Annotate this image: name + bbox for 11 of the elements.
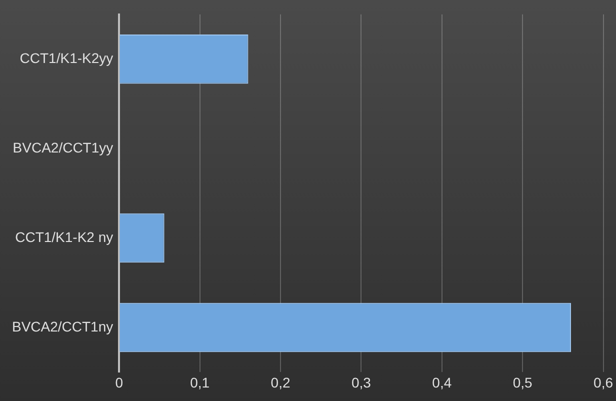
y-tick-label: BVCA2/CCT1yy [12, 139, 114, 156]
y-tick-label: CCT1/K1-K2yy [20, 50, 114, 66]
x-tick-label: 0,4 [432, 374, 452, 390]
x-tick-label: 0 [115, 374, 124, 390]
x-tick-label: 0,3 [351, 374, 372, 390]
x-tick-label: 0,5 [512, 374, 533, 390]
y-tick-label: BVCA2/CCT1ny [12, 318, 114, 334]
x-tick-label: 0,1 [190, 374, 210, 390]
x-tick-label: 0,6 [594, 374, 614, 390]
x-tick-label: 0,2 [270, 374, 290, 390]
y-tick-label: CCT1/K1-K2 ny [15, 228, 114, 245]
